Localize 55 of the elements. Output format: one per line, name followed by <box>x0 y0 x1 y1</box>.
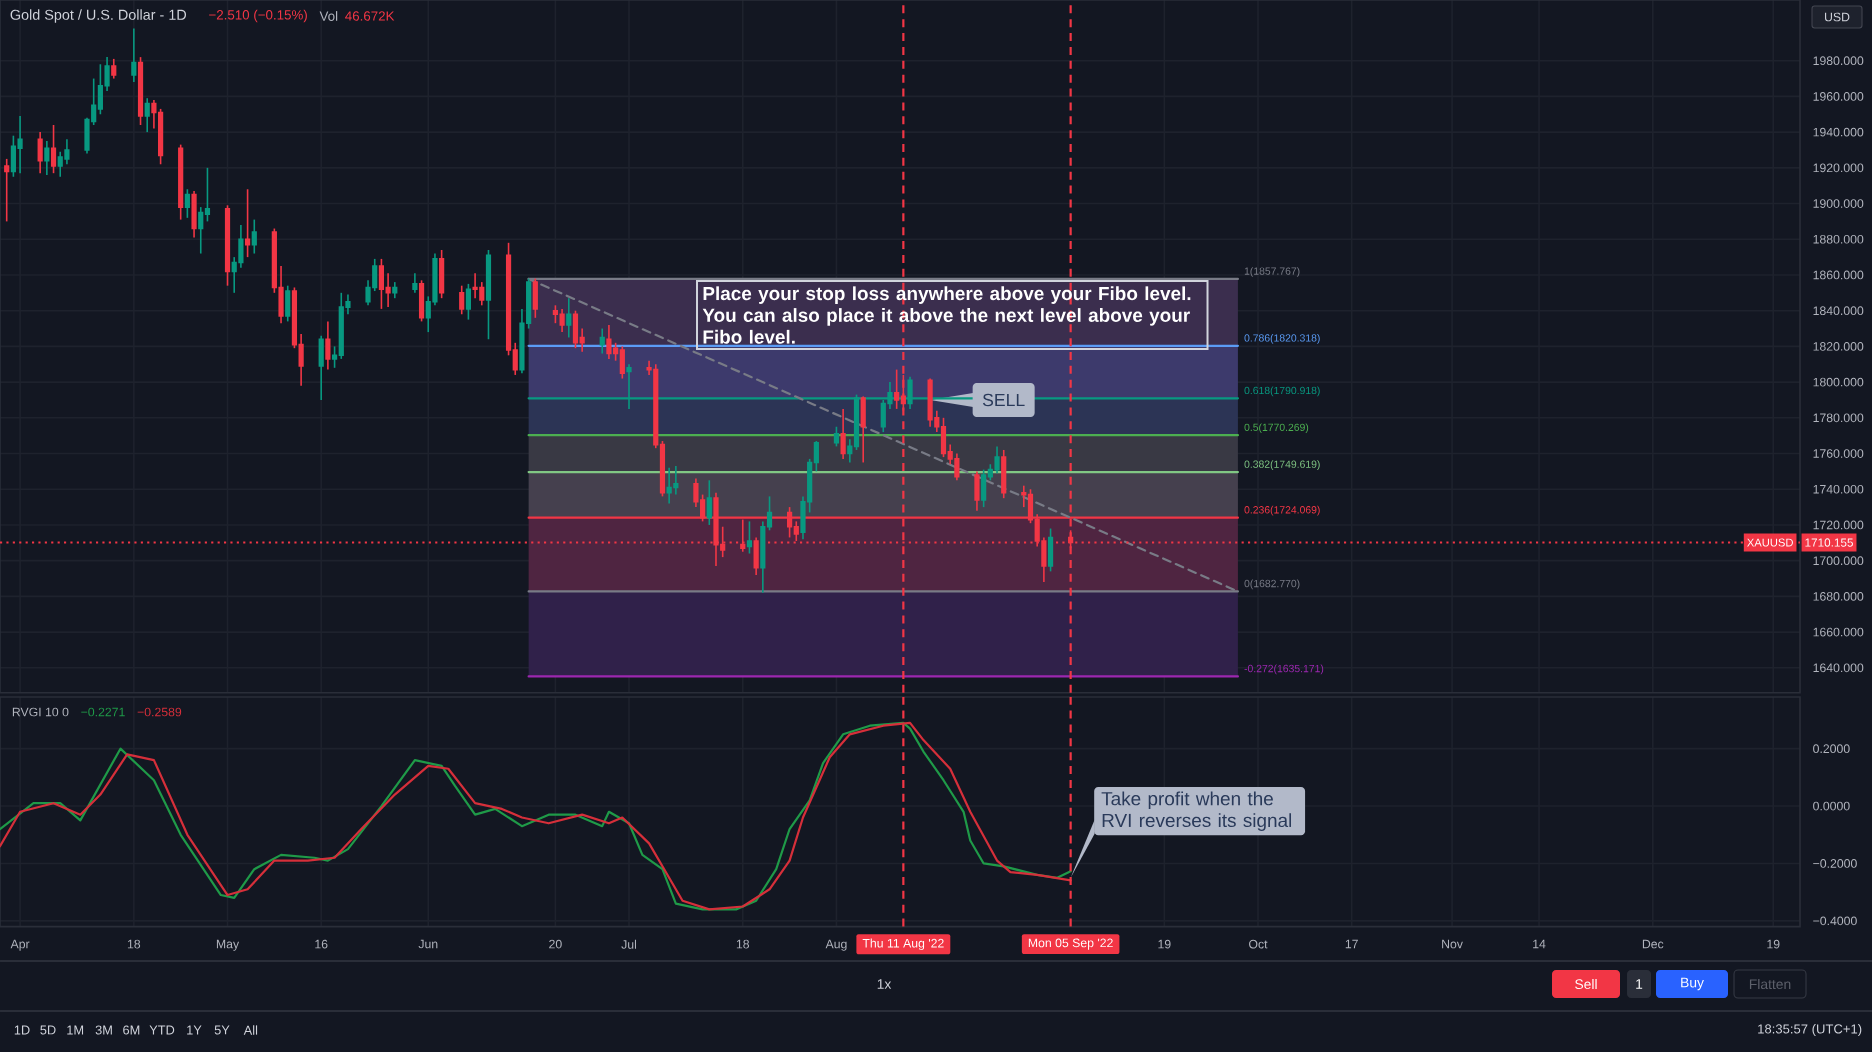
candlestick <box>325 320 331 371</box>
candlestick <box>706 479 712 526</box>
candlestick <box>532 277 538 319</box>
candlestick <box>465 283 472 321</box>
candlestick <box>191 190 197 239</box>
annotation: Take profit when the RVI reverses its signal <box>1101 791 1292 831</box>
candlestick <box>184 188 190 219</box>
candlestick <box>994 445 1000 474</box>
candlestick <box>378 258 385 310</box>
candlestick <box>158 108 164 166</box>
candlestick <box>1047 527 1054 573</box>
candlestick <box>940 417 947 458</box>
candlestick <box>1001 449 1007 499</box>
candlestick <box>50 124 57 174</box>
candlestick <box>673 465 679 496</box>
candlestick <box>566 297 572 339</box>
candlestick <box>974 470 980 512</box>
candlestick <box>666 467 672 505</box>
candlestick <box>840 408 846 460</box>
candlestick <box>4 158 10 223</box>
candlestick <box>244 188 251 258</box>
candlestick <box>619 345 625 380</box>
candlestick <box>439 249 445 299</box>
candlestick <box>559 308 565 333</box>
candlestick <box>144 97 150 133</box>
candlestick <box>285 284 291 323</box>
candlestick <box>412 272 418 294</box>
candlestick <box>418 279 425 323</box>
candlestick <box>572 309 579 349</box>
candlestick <box>760 520 766 594</box>
candlestick <box>131 27 137 83</box>
candlestick <box>981 468 987 508</box>
candlestick <box>485 249 492 341</box>
candlestick <box>753 536 759 576</box>
candlestick <box>198 206 204 255</box>
annotation: Place your stop loss anywhere above your Fibo level. You can also place it above the next level above your Fibo level. <box>702 286 1191 344</box>
candlestick <box>927 377 933 428</box>
candlestick <box>318 334 324 401</box>
candlestick <box>599 327 605 355</box>
candlestick <box>17 115 23 174</box>
annotation: SELL <box>982 393 1025 407</box>
candlestick <box>746 520 753 555</box>
candlestick <box>833 425 840 448</box>
candlestick <box>44 140 50 176</box>
candlestick <box>606 324 612 360</box>
candlestick <box>111 58 117 80</box>
candlestick <box>479 281 485 307</box>
candlestick <box>97 63 103 116</box>
candlestick <box>860 395 866 464</box>
candlestick <box>472 272 478 299</box>
candlestick <box>37 131 43 174</box>
candlestick <box>385 272 391 308</box>
candlestick <box>251 218 257 255</box>
candlestick <box>459 284 465 316</box>
candlestick <box>954 452 960 482</box>
